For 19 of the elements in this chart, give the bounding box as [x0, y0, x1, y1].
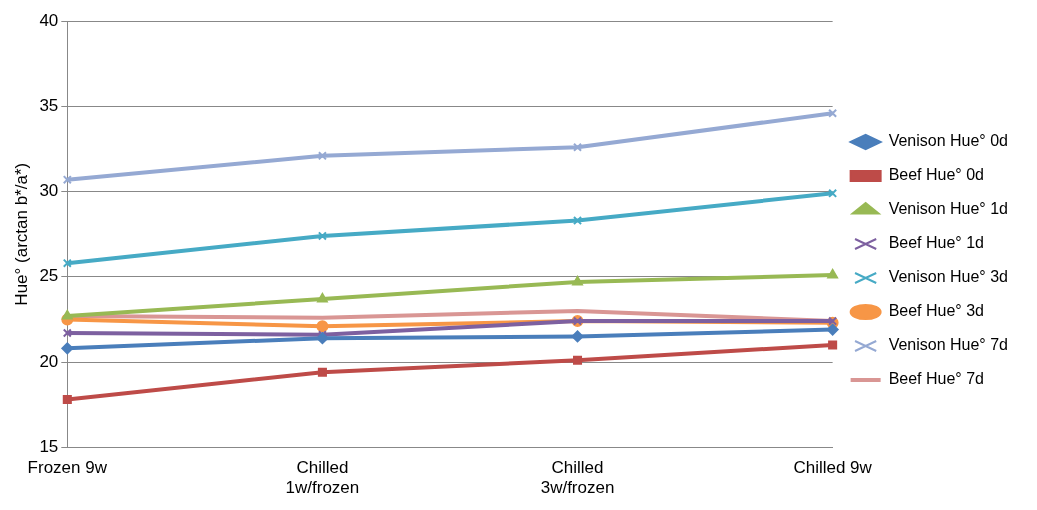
legend-label: Venison Hue° 1d: [888, 200, 1008, 218]
x-tick-label: Frozen 9w: [27, 458, 108, 478]
y-axis-title: Hue° (arctan b*/a*): [11, 162, 31, 306]
y-tick-label: 35: [39, 96, 59, 116]
x-tick-label: Chilled 1w/frozen: [285, 458, 360, 498]
y-tick-label: 20: [39, 351, 59, 371]
legend-label: Venison Hue° 3d: [888, 268, 1008, 286]
x-tick-label: Chilled 9w: [793, 458, 873, 478]
y-tick-label: 30: [39, 181, 59, 201]
legend-label: Beef Hue° 1d: [888, 234, 984, 252]
y-tick-label: 40: [39, 10, 59, 30]
legend-label: Beef Hue° 7d: [888, 370, 984, 388]
y-tick-label: 25: [39, 266, 59, 286]
y-tick-label: 15: [39, 436, 59, 456]
legend-label: Beef Hue° 3d: [888, 302, 984, 320]
legend-label: Beef Hue° 0d: [888, 166, 984, 184]
legend-label: Venison Hue° 7d: [888, 336, 1008, 354]
x-tick-label: Chilled 3w/frozen: [540, 458, 615, 498]
legend-label: Venison Hue° 0d: [888, 132, 1008, 150]
